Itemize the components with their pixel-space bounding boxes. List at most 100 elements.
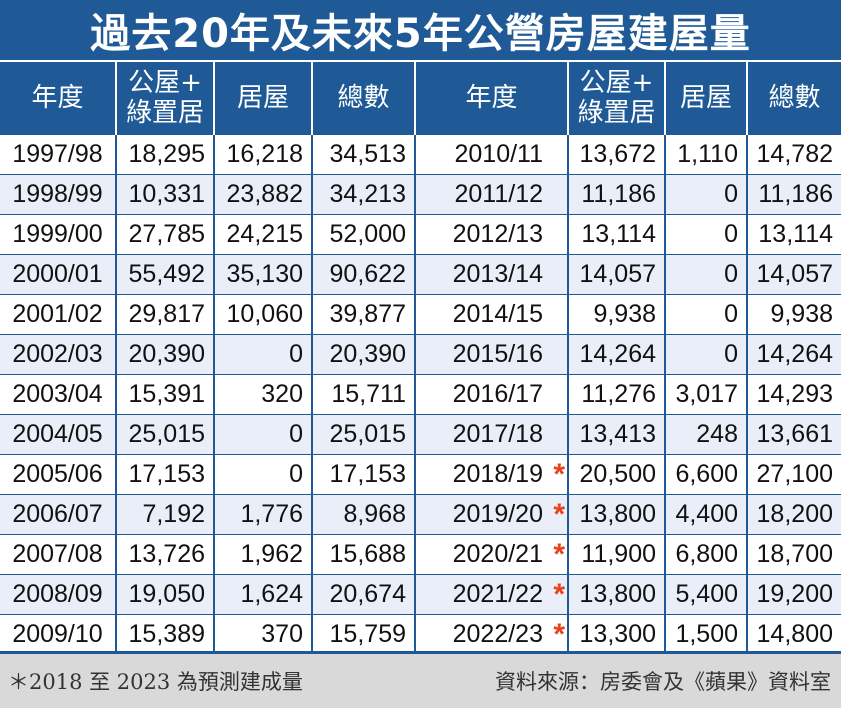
table-header-row: 年度 公屋+ 綠置居 居屋 總數 年度 公屋+ 綠置居 居屋 總數 bbox=[0, 60, 841, 135]
public-cell-right: 11,276 bbox=[567, 374, 665, 415]
total-value: 25,015 bbox=[329, 420, 406, 448]
table-row: 2002/03 20,390 0 20,390 2015/16 14,264 0 14,264 bbox=[0, 334, 841, 375]
total-cell-right: 14,293 bbox=[746, 374, 841, 415]
forecast-asterisk: * bbox=[553, 458, 565, 491]
hos-cell-right: 3,017 bbox=[664, 374, 747, 415]
year-cell-left: 2005/06 bbox=[0, 454, 116, 495]
total-cell-right: 13,661 bbox=[746, 414, 841, 455]
hos-value: 23,882 bbox=[226, 180, 303, 208]
public-value: 14,057 bbox=[579, 260, 656, 288]
total-value: 18,700 bbox=[756, 540, 833, 568]
public-cell-left: 29,817 bbox=[115, 294, 214, 335]
hos-value: 1,624 bbox=[240, 580, 303, 608]
year-cell-left: 2004/05 bbox=[0, 414, 116, 455]
total-value: 18,200 bbox=[756, 500, 833, 528]
hos-cell-right: 1,110 bbox=[664, 134, 747, 175]
year-value: 1998/99 bbox=[12, 180, 103, 208]
total-value: 14,800 bbox=[756, 620, 833, 648]
hos-value: 24,215 bbox=[226, 220, 303, 248]
public-cell-right: 14,057 bbox=[567, 254, 665, 295]
hos-cell-right: 6,600 bbox=[664, 454, 747, 495]
public-cell-left: 7,192 bbox=[115, 494, 214, 535]
total-cell-left: 15,759 bbox=[311, 614, 415, 654]
public-value: 13,726 bbox=[128, 540, 205, 568]
year-value: 2009/10 bbox=[12, 620, 103, 648]
year-cell-right: 2010/11 bbox=[414, 134, 568, 175]
hos-cell-left: 1,624 bbox=[213, 574, 312, 615]
hos-value: 35,130 bbox=[226, 260, 303, 288]
hos-cell-left: 23,882 bbox=[213, 174, 312, 215]
hos-cell-right: 1,500 bbox=[664, 614, 747, 654]
header-total-right: 總數 bbox=[746, 60, 841, 135]
year-value: 2015/16 bbox=[452, 340, 543, 368]
public-cell-left: 15,391 bbox=[115, 374, 214, 415]
year-value: 2004/05 bbox=[12, 420, 103, 448]
hos-cell-left: 10,060 bbox=[213, 294, 312, 335]
public-value: 14,264 bbox=[579, 340, 656, 368]
hos-cell-left: 0 bbox=[213, 414, 312, 455]
public-cell-left: 25,015 bbox=[115, 414, 214, 455]
total-cell-left: 25,015 bbox=[311, 414, 415, 455]
public-value: 20,390 bbox=[128, 340, 205, 368]
total-value: 34,513 bbox=[329, 140, 406, 168]
table-row: 2004/05 25,015 0 25,015 2017/18 13,413 248 13,6… bbox=[0, 414, 841, 455]
total-value: 13,114 bbox=[758, 220, 833, 248]
header-public-left: 公屋+ 綠置居 bbox=[115, 60, 214, 135]
total-cell-right: 18,200 bbox=[746, 494, 841, 535]
total-cell-left: 20,674 bbox=[311, 574, 415, 615]
year-cell-right: 2020/21 * bbox=[414, 534, 568, 575]
total-cell-left: 20,390 bbox=[311, 334, 415, 375]
table-row: 1999/00 27,785 24,215 52,000 2012/13 13,114 0 1… bbox=[0, 214, 841, 255]
hos-cell-left: 320 bbox=[213, 374, 312, 415]
year-cell-right: 2022/23 * bbox=[414, 614, 568, 654]
year-value: 1997/98 bbox=[12, 140, 103, 168]
total-value: 14,293 bbox=[756, 380, 833, 408]
total-value: 13,661 bbox=[756, 420, 833, 448]
hos-value: 16,218 bbox=[226, 140, 303, 168]
hos-value: 3,017 bbox=[675, 380, 738, 408]
public-cell-right: 11,900 bbox=[567, 534, 665, 575]
header-hos-right: 居屋 bbox=[664, 60, 747, 135]
hos-cell-right: 4,400 bbox=[664, 494, 747, 535]
public-cell-right: 13,114 bbox=[567, 214, 665, 255]
hos-cell-right: 0 bbox=[664, 334, 747, 375]
footer: ＊2018 至 2023 為預測建成量 資料來源：房委會及《蘋果》資料室 bbox=[0, 651, 841, 708]
hos-cell-right: 248 bbox=[664, 414, 747, 455]
hos-value: 1,110 bbox=[677, 140, 738, 168]
year-value: 2001/02 bbox=[12, 300, 103, 328]
year-cell-left: 2000/01 bbox=[0, 254, 116, 295]
hos-value: 1,500 bbox=[675, 620, 738, 648]
public-value: 13,300 bbox=[579, 620, 656, 648]
hos-cell-left: 24,215 bbox=[213, 214, 312, 255]
forecast-asterisk: * bbox=[553, 578, 565, 611]
public-cell-right: 9,938 bbox=[567, 294, 665, 335]
year-cell-left: 2006/07 bbox=[0, 494, 116, 535]
public-value: 25,015 bbox=[128, 420, 205, 448]
total-cell-right: 14,264 bbox=[746, 334, 841, 375]
public-cell-right: 14,264 bbox=[567, 334, 665, 375]
total-cell-right: 14,782 bbox=[746, 134, 841, 175]
total-value: 19,200 bbox=[756, 580, 833, 608]
header-public-line1: 公屋+ bbox=[579, 68, 654, 98]
total-cell-left: 15,688 bbox=[311, 534, 415, 575]
public-value: 10,331 bbox=[128, 180, 205, 208]
total-cell-right: 9,938 bbox=[746, 294, 841, 335]
total-cell-right: 14,800 bbox=[746, 614, 841, 654]
year-cell-left: 2001/02 bbox=[0, 294, 116, 335]
hos-value: 0 bbox=[289, 460, 303, 488]
total-value: 9,938 bbox=[770, 300, 833, 328]
forecast-asterisk: * bbox=[553, 618, 565, 651]
total-cell-left: 34,213 bbox=[311, 174, 415, 215]
public-value: 18,295 bbox=[128, 140, 205, 168]
year-cell-left: 1999/00 bbox=[0, 214, 116, 255]
hos-cell-left: 1,962 bbox=[213, 534, 312, 575]
hos-cell-left: 16,218 bbox=[213, 134, 312, 175]
public-cell-left: 18,295 bbox=[115, 134, 214, 175]
total-value: 52,000 bbox=[329, 220, 406, 248]
public-value: 27,785 bbox=[128, 220, 205, 248]
year-cell-right: 2018/19 * bbox=[414, 454, 568, 495]
year-value: 2016/17 bbox=[452, 380, 543, 408]
public-value: 13,672 bbox=[579, 140, 656, 168]
year-value: 2013/14 bbox=[452, 260, 543, 288]
hos-value: 370 bbox=[261, 620, 303, 648]
